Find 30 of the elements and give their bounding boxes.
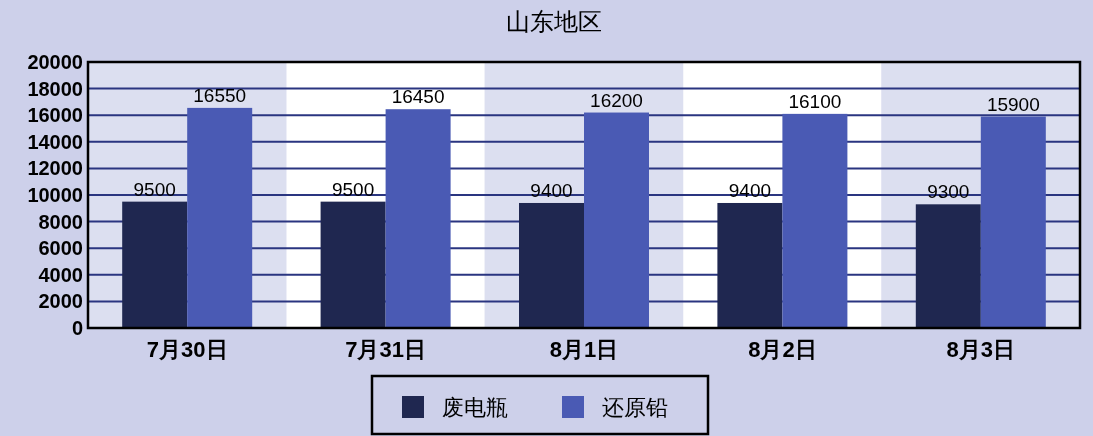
x-tick-label: 7月30日 — [146, 337, 228, 362]
y-tick-label: 18000 — [27, 77, 83, 100]
y-tick-label: 12000 — [27, 157, 83, 180]
data-label: 16100 — [788, 90, 842, 112]
legend-label: 废电瓶 — [442, 395, 508, 420]
x-tick-label: 8月3日 — [946, 337, 1016, 362]
y-tick-label: 16000 — [27, 104, 83, 127]
legend-label: 还原铅 — [602, 395, 668, 420]
data-label: 16550 — [193, 84, 247, 106]
bar — [320, 201, 386, 328]
x-tick-label: 8月2日 — [748, 337, 817, 362]
data-label: 16200 — [590, 89, 643, 111]
y-tick-label: 4000 — [38, 263, 83, 286]
y-tick-label: 10000 — [27, 184, 83, 206]
bar — [717, 202, 783, 328]
y-tick-label: 2000 — [38, 290, 83, 313]
y-tick-label: 14000 — [27, 130, 83, 153]
y-tick-label: 0 — [71, 317, 83, 339]
x-tick-label: 8月1日 — [549, 337, 619, 362]
bar — [915, 204, 981, 328]
bar — [584, 112, 649, 328]
y-tick-label: 6000 — [38, 237, 83, 260]
y-tick-label: 8000 — [38, 210, 83, 233]
y-tick-label: 20000 — [27, 51, 83, 73]
data-label: 16450 — [391, 86, 445, 108]
bar — [122, 201, 188, 328]
x-tick-label: 7月31日 — [345, 337, 426, 362]
bar — [519, 202, 584, 328]
data-label: 15900 — [986, 93, 1040, 115]
chart-title: 山东地区 — [506, 8, 602, 35]
